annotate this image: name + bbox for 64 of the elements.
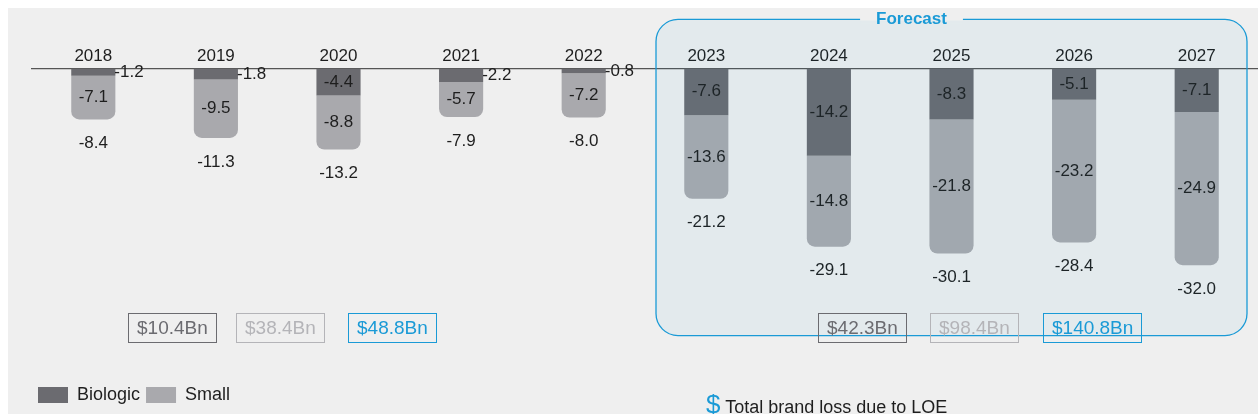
bar	[684, 115, 729, 199]
x-tick-label: 2023	[687, 45, 726, 65]
bar	[1174, 112, 1219, 266]
bar	[71, 68, 116, 76]
text: $140.8Bn	[1043, 313, 1143, 343]
total-label: -8.4	[78, 133, 108, 153]
text: $38.4Bn	[236, 313, 325, 343]
bar	[806, 155, 851, 247]
text: $ Total brand loss due to LOE	[706, 389, 948, 414]
data-label: -14.2	[809, 101, 849, 121]
data-label: -7.1	[78, 87, 108, 107]
data-label: -23.2	[1054, 160, 1094, 180]
data-label: -5.1	[1059, 73, 1089, 93]
text: $42.3Bn	[818, 313, 907, 343]
x-tick-label: 2021	[442, 45, 481, 65]
bar	[561, 73, 606, 118]
bar	[193, 79, 238, 138]
x-tick-label: 2026	[1055, 45, 1094, 65]
data-label: -7.6	[691, 81, 721, 101]
total-label: -13.2	[319, 163, 358, 183]
total-label: -29.1	[809, 260, 849, 280]
total-label: -30.1	[932, 267, 971, 287]
data-label: -9.5	[201, 98, 231, 118]
total-label: -8.0	[569, 131, 599, 151]
data-label: -5.7	[446, 89, 476, 109]
text: $10.4Bn	[128, 313, 217, 343]
x-tick-label: 2024	[809, 45, 848, 65]
data-label: -8.8	[323, 112, 354, 132]
data-label: -7.2	[569, 85, 599, 105]
bar	[439, 68, 484, 82]
data-label: -24.9	[1177, 178, 1217, 198]
bar	[439, 81, 484, 117]
total-label: -32.0	[1177, 278, 1217, 298]
legend-label: Biologic	[77, 383, 141, 404]
x-tick-label: 2019	[196, 45, 235, 65]
bar	[71, 75, 116, 120]
bar	[684, 68, 729, 116]
bar	[1174, 68, 1219, 113]
bar	[929, 68, 974, 120]
data-label: -13.6	[686, 146, 726, 166]
bar	[316, 95, 361, 150]
data-label: -4.4	[323, 71, 354, 91]
total-label: -21.2	[686, 212, 726, 232]
bar	[1052, 99, 1097, 243]
data-label: -2.2	[482, 64, 512, 84]
bar	[193, 68, 238, 80]
x-tick-label: 2018	[74, 45, 113, 65]
data-label: -14.8	[809, 190, 849, 210]
band-label: Forecast	[876, 9, 948, 29]
total-label: -11.3	[197, 151, 235, 171]
data-label: -21.8	[932, 176, 971, 196]
text: $98.4Bn	[930, 313, 1019, 343]
bar	[806, 68, 851, 156]
text: $48.8Bn	[348, 313, 437, 343]
x-tick-label: 2027	[1177, 45, 1216, 65]
data-label: -7.1	[1182, 79, 1212, 99]
legend-label: Small	[185, 383, 231, 404]
x-tick-label: 2020	[319, 45, 358, 65]
data-label: -8.3	[936, 83, 967, 103]
bar	[929, 119, 974, 254]
x-tick-label: 2022	[564, 45, 603, 65]
x-tick-label: 2025	[932, 45, 971, 65]
total-label: -28.4	[1054, 256, 1094, 276]
total-label: -7.9	[446, 130, 476, 150]
